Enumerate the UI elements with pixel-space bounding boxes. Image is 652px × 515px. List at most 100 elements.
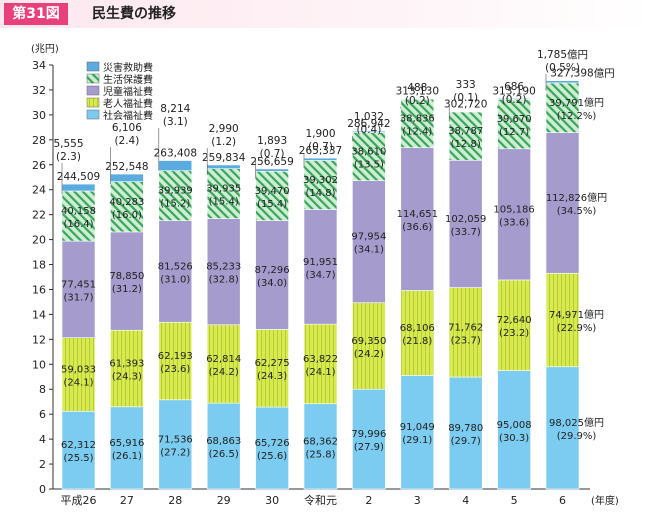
- bar-segment-災害救助費: [61, 183, 96, 192]
- disaster-value-label: 5,555: [53, 138, 83, 150]
- total-label: 327,398億円: [550, 67, 614, 80]
- segment-value-label: 39,302: [303, 175, 338, 186]
- bar-segment-生活保護費: [255, 170, 289, 221]
- bar-segment-老人福祉費: [400, 290, 435, 376]
- segment-value-label: 72,640: [497, 315, 532, 326]
- legend-swatch: [86, 85, 100, 96]
- y-tick-label: 2: [39, 458, 46, 471]
- segment-value-label: 112,826億円: [546, 191, 607, 204]
- bar-segment-災害救助費: [206, 164, 241, 169]
- segment-share-label: (36.6): [402, 222, 432, 233]
- total-label: 252,548: [105, 161, 148, 173]
- segment-value-label: 114,651: [397, 209, 438, 220]
- segment-share-label: (24.3): [112, 372, 142, 383]
- bar-segment-児童福祉費: [352, 180, 386, 304]
- segment-share-label: (16.4): [63, 219, 93, 230]
- segment-share-label: (12.7): [499, 127, 529, 138]
- segment-share-label: (24.1): [63, 377, 93, 388]
- segment-share-label: (29.7): [451, 436, 481, 447]
- segment-share-label: (23.2): [499, 328, 529, 339]
- segment-value-label: 87,296: [255, 265, 290, 276]
- y-tick-label: 16: [32, 283, 46, 296]
- segment-share-label: (29.9%): [557, 431, 597, 442]
- segment-share-label: (15.4): [257, 199, 287, 210]
- disaster-share-label: (3.1): [163, 116, 188, 128]
- segment-share-label: (12.2%): [557, 111, 597, 122]
- legend-swatch: [86, 73, 100, 84]
- bar-segment-災害救助費: [400, 98, 435, 100]
- total-label: 259,834: [202, 152, 246, 164]
- segment-value-label: 97,954: [351, 232, 386, 243]
- bar-segment-生活保護費: [303, 160, 338, 210]
- disaster-value-label: 1,893: [257, 135, 287, 147]
- disaster-share-label: (1.2): [211, 136, 236, 148]
- total-label: 313,130: [396, 86, 439, 98]
- segment-value-label: 40,283: [109, 197, 144, 208]
- segment-value-label: 39,470: [255, 186, 290, 197]
- segment-value-label: 74,971億円: [549, 308, 604, 321]
- bar-segment-生活保護費: [206, 168, 241, 219]
- disaster-share-label: (2.4): [114, 135, 139, 147]
- segment-value-label: 91,951: [303, 257, 338, 268]
- segment-share-label: (27.9): [354, 442, 384, 453]
- x-tick-label: 3: [414, 494, 421, 507]
- bar-segment-社会福祉費: [206, 402, 241, 490]
- legend-label: 老人福祉費: [103, 97, 153, 110]
- y-axis-title: (兆円): [31, 43, 59, 55]
- figure-header: 第31図 民生費の推移: [0, 0, 652, 28]
- bar-segment-老人福祉費: [545, 272, 580, 368]
- segment-value-label: 61,393: [109, 359, 144, 370]
- segment-share-label: (22.9%): [557, 323, 597, 334]
- bar-segment-児童福祉費: [206, 218, 241, 326]
- segment-share-label: (24.2): [354, 349, 384, 360]
- y-tick-label: 28: [32, 134, 46, 147]
- segment-value-label: 69,350: [351, 336, 386, 347]
- bar-segment-児童福祉費: [400, 147, 435, 291]
- disaster-value-label: 8,214: [160, 103, 190, 115]
- disaster-value-label: 686: [504, 81, 524, 93]
- segment-share-label: (34.0): [257, 278, 287, 289]
- segment-share-label: (27.2): [160, 447, 190, 458]
- legend-label: 児童福祉費: [103, 85, 153, 98]
- segment-value-label: 62,193: [158, 351, 193, 362]
- x-tick-label: 2: [365, 494, 372, 507]
- segment-share-label: (12.8): [451, 139, 481, 150]
- bar-segment-社会福祉費: [110, 406, 144, 490]
- segment-value-label: 71,536: [158, 434, 193, 445]
- disaster-share-label: (0.4): [356, 124, 381, 136]
- figure-title: 民生費の推移: [92, 6, 176, 22]
- bar-segment-災害救助費: [303, 157, 338, 161]
- legend-swatch: [86, 61, 100, 72]
- total-label: 313,190: [492, 85, 535, 97]
- segment-value-label: 89,780: [448, 423, 483, 434]
- segment-share-label: (33.6): [499, 217, 529, 228]
- disaster-share-label: (0.1): [453, 92, 478, 104]
- segment-share-label: (30.3): [499, 433, 529, 444]
- x-tick-label: 4: [462, 494, 469, 507]
- segment-share-label: (25.6): [257, 451, 287, 462]
- total-label: 302,720: [444, 98, 487, 110]
- segment-share-label: (26.5): [209, 449, 239, 460]
- segment-value-label: 38,836: [400, 113, 435, 124]
- x-tick-label: 令和元: [304, 493, 337, 507]
- bar-segment-老人福祉費: [255, 329, 289, 408]
- segment-value-label: 102,059: [445, 214, 486, 225]
- segment-value-label: 91,049: [400, 422, 435, 433]
- segment-value-label: 65,726: [255, 438, 290, 449]
- bar-segment-社会福祉費: [352, 388, 386, 490]
- x-tick-label: 28: [168, 494, 182, 507]
- bar-segment-災害救助費: [255, 168, 289, 172]
- segment-share-label: (31.0): [160, 274, 190, 285]
- bar-segment-児童福祉費: [545, 132, 580, 274]
- x-tick-label: 6: [559, 494, 566, 507]
- segment-value-label: 39,670: [497, 114, 532, 125]
- figure-label: 第31図: [4, 3, 68, 25]
- disaster-value-label: 1,032: [354, 111, 384, 123]
- bar-segment-生活保護費: [110, 181, 144, 233]
- legend-swatch: [86, 109, 100, 120]
- segment-share-label: (13.5): [354, 160, 384, 171]
- segment-value-label: 38,787: [448, 126, 483, 137]
- y-tick-label: 0: [39, 483, 46, 496]
- bar-segment-社会福祉費: [497, 370, 531, 490]
- disaster-share-label: (0.5%): [545, 62, 580, 74]
